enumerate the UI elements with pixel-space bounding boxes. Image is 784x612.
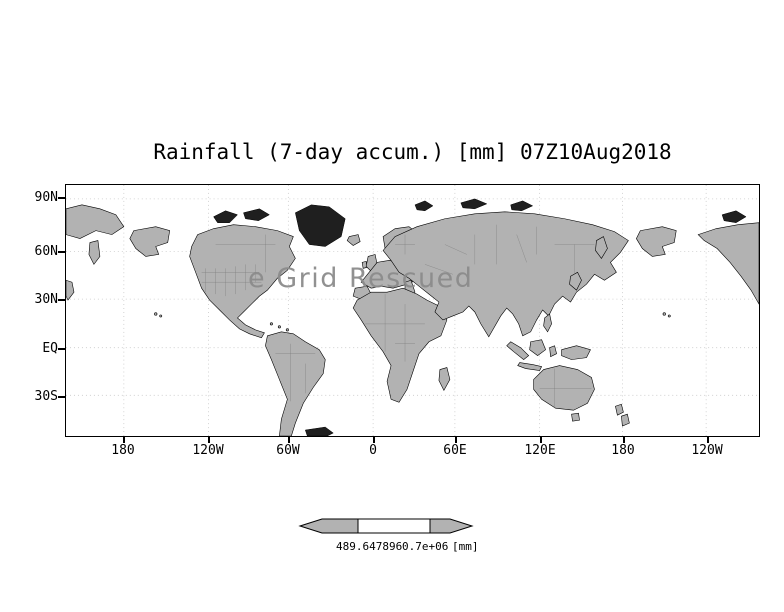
plot-title: Rainfall (7-day accum.) [mm] 07Z10Aug201…: [153, 140, 672, 164]
colorbar-middle-segment: [357, 518, 431, 534]
colorbar-right-label: 0.7e+06: [402, 540, 449, 553]
landmass-borneo: [529, 339, 546, 357]
x-tick-label-0: 0: [369, 443, 377, 458]
landmass-new-zealand-south: [621, 413, 630, 427]
landmass-north-america-wrap: [697, 222, 759, 305]
landmass-eurasia: [382, 211, 629, 338]
y-tick-label-eq: EQ: [42, 341, 58, 356]
x-axis-tick: [208, 437, 210, 443]
colorbar: [298, 518, 474, 534]
landmass-new-guinea: [561, 345, 591, 360]
arctic-island-russia2: [510, 200, 534, 212]
x-axis-tick: [373, 437, 375, 443]
x-axis-tick: [455, 437, 457, 443]
landmass-sumatra: [506, 341, 530, 360]
world-map-svg: [66, 185, 759, 436]
x-tick-label-60e: 60E: [443, 443, 467, 458]
landmass-kamchatka: [88, 240, 101, 265]
y-tick-label-90n: 90N: [34, 190, 58, 205]
landmass-iceland: [346, 234, 361, 246]
landmass-australia: [533, 365, 595, 411]
y-axis-tick: [58, 396, 65, 398]
arctic-island-russia: [460, 198, 488, 210]
arctic-island: [213, 210, 238, 223]
landmass-philippines: [543, 313, 552, 333]
colorbar-unit-label: [mm]: [452, 540, 479, 553]
arctic-island-wrap: [721, 210, 747, 223]
landmass-africa: [352, 287, 448, 403]
x-tick-label-120e: 120E: [524, 443, 556, 458]
x-axis-tick: [288, 437, 290, 443]
y-axis-tick: [58, 251, 65, 253]
landmass-madagascar: [438, 367, 451, 392]
x-tick-label-180b: 180: [611, 443, 635, 458]
landmass-antarctica-fragment: [304, 426, 334, 436]
x-tick-label-120wa: 120W: [192, 443, 224, 458]
landmass-java: [517, 362, 543, 371]
x-tick-label-120wb: 120W: [691, 443, 723, 458]
landmass-alaska-wrap: [636, 226, 677, 257]
x-axis-tick: [123, 437, 125, 443]
landmass-sulawesi: [549, 345, 557, 358]
arctic-island-svalbard: [414, 200, 434, 212]
y-tick-label-30n: 30N: [34, 292, 58, 307]
landmass-japan: [569, 271, 582, 291]
colorbar-left-label: 489.647896: [336, 540, 403, 553]
landmass-tasmania: [571, 412, 580, 422]
x-axis-tick: [707, 437, 709, 443]
landmass-greenland: [295, 204, 346, 247]
landmass-japan-left: [66, 279, 75, 301]
y-axis-tick: [58, 299, 65, 301]
y-tick-label-30s: 30S: [34, 389, 58, 404]
landmass-south-america: [265, 331, 326, 436]
colorbar-left-arrow: [298, 518, 359, 534]
landmass-alaska: [129, 226, 171, 257]
x-tick-label-180a: 180: [111, 443, 135, 458]
x-axis-tick: [623, 437, 625, 443]
small-islands: [154, 312, 671, 332]
watermark-text: e Grid Rescued: [248, 263, 474, 294]
landmass-kamchatka2: [595, 236, 608, 259]
y-tick-label-60n: 60N: [34, 244, 58, 259]
colorbar-right-arrow: [429, 518, 474, 534]
y-axis-tick: [58, 197, 65, 199]
landmass-east-siberia: [66, 204, 125, 239]
landmass-north-america: [189, 224, 296, 339]
landmass-new-zealand-north: [615, 403, 624, 416]
political-boundaries: [201, 224, 595, 409]
arctic-island: [243, 208, 270, 221]
x-tick-label-60w: 60W: [276, 443, 300, 458]
y-axis-tick: [58, 348, 65, 350]
landmasses: [66, 198, 759, 436]
x-axis-tick: [540, 437, 542, 443]
map-plot-area: [65, 184, 760, 437]
